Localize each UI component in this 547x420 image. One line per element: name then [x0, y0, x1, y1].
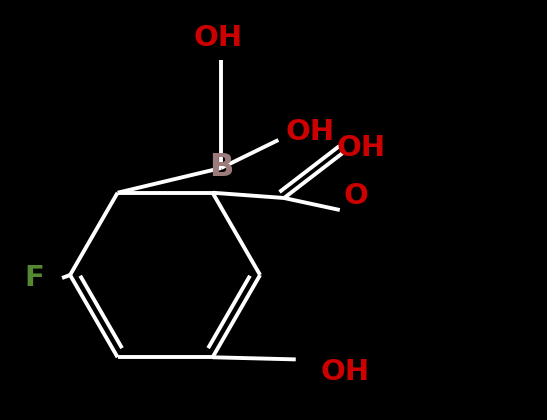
- Text: OH: OH: [194, 24, 243, 52]
- Text: B: B: [209, 152, 234, 184]
- Text: O: O: [344, 182, 369, 210]
- Text: OH: OH: [336, 134, 386, 162]
- Text: OH: OH: [321, 358, 370, 386]
- Text: OH: OH: [286, 118, 335, 146]
- Text: F: F: [25, 264, 44, 292]
